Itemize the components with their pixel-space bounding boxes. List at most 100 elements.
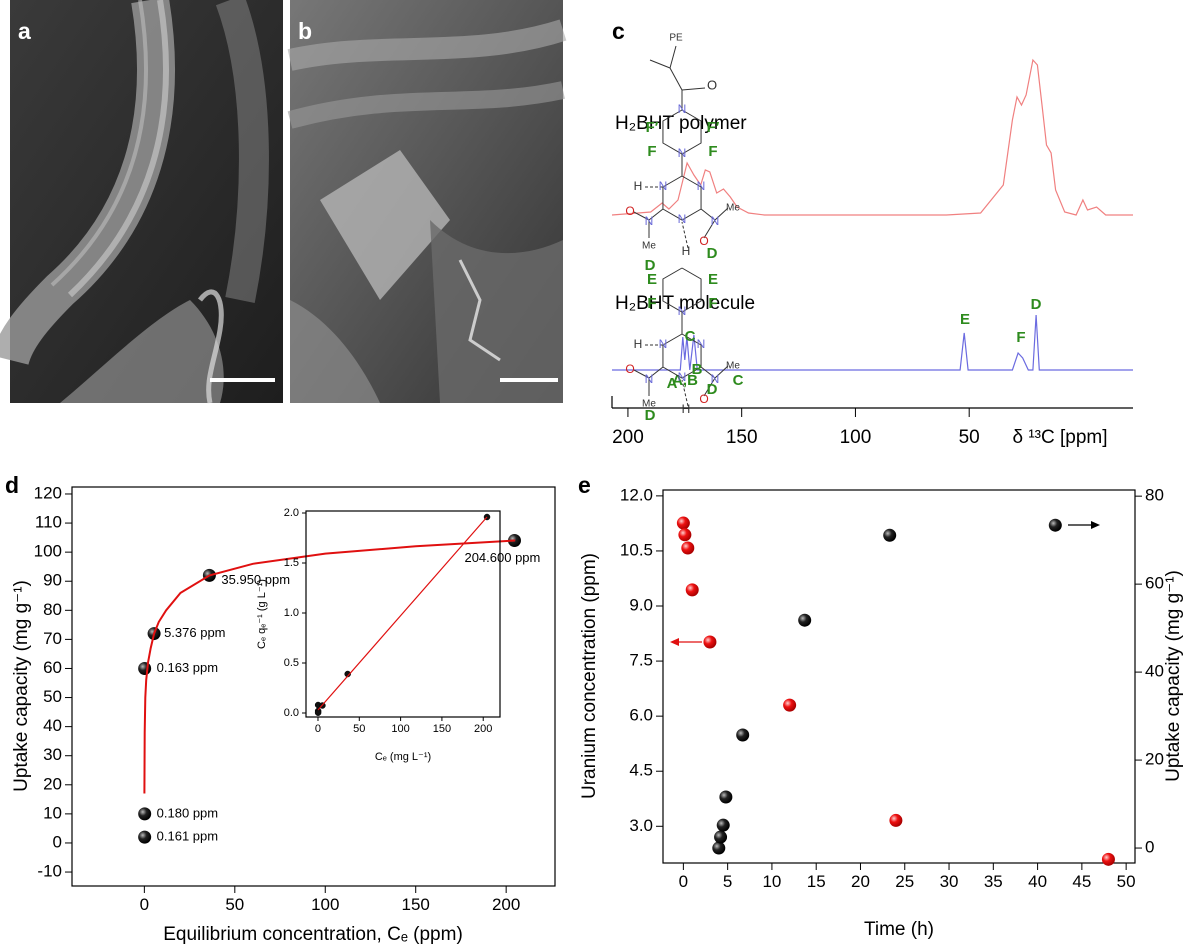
x-tick-label: 30 (940, 872, 959, 891)
data-point (883, 528, 897, 542)
data-point (889, 813, 903, 827)
structure-label: N (645, 214, 654, 228)
y-tick-label: 80 (43, 600, 62, 619)
y-tick-label: 9.0 (629, 595, 653, 614)
structure-label: H (634, 179, 643, 193)
y-tick-label: 2.0 (284, 507, 299, 519)
data-point (1048, 518, 1062, 532)
y-tick-label: 1.0 (284, 607, 299, 619)
y-tick-label: -10 (37, 862, 62, 881)
bond (703, 377, 716, 397)
structure-label: O (625, 204, 634, 218)
bond (681, 379, 689, 407)
data-point (138, 661, 152, 675)
fit-line (143, 539, 516, 794)
data-point (681, 541, 695, 555)
structure-label: Me (726, 203, 740, 214)
x-axis-label: Cₑ (mg L⁻¹) (375, 751, 431, 763)
structure-label: E (647, 271, 657, 288)
panel-label: e (578, 472, 591, 498)
point-label: 0.161 ppm (157, 829, 218, 844)
data-point (703, 635, 717, 649)
y-axis-label: Uptake capacity (mg g⁻¹) (11, 580, 32, 792)
structure-label: N (678, 370, 687, 384)
data-point (678, 528, 692, 542)
structure-label: D (645, 257, 656, 274)
sem-image-a (0, 0, 283, 404)
y-tick-label: 4.5 (629, 761, 653, 780)
bond (669, 67, 683, 91)
x-axis-label: δ ¹³C [ppm] (1012, 427, 1107, 448)
structure-label: N (697, 179, 706, 193)
y-tick-label: 70 (43, 629, 62, 648)
structure-label: N (697, 337, 706, 351)
structure-label: C (685, 328, 696, 345)
x-tick-label: 200 (612, 427, 644, 448)
y-tick-label: 0 (53, 832, 62, 851)
arrows (670, 521, 1100, 646)
plot-frame (305, 510, 501, 718)
point-label: 0.180 ppm (157, 805, 218, 820)
structure-label: A (667, 375, 678, 392)
structure-label: O (699, 392, 708, 406)
y-axis-label: Cₑ qₑ⁻¹ (g L⁻¹) (256, 579, 268, 649)
y-tick-label: 7.5 (629, 651, 653, 670)
y-tick-label: 50 (43, 687, 62, 706)
data-point (783, 698, 797, 712)
x-tick-label: 45 (1072, 872, 1091, 891)
structure-label: N (645, 372, 654, 386)
y2-tick-label: 80 (1145, 486, 1164, 505)
bond (700, 366, 716, 379)
structure-label: O (699, 234, 708, 248)
peak-label: D (1031, 296, 1042, 313)
x-tick-label: 35 (984, 872, 1003, 891)
x-tick-label: 150 (402, 895, 430, 914)
y-tick-label: 100 (34, 542, 62, 561)
data-point (736, 728, 750, 742)
y-tick-label: 3.0 (629, 816, 653, 835)
y-tick-label: 30 (43, 745, 62, 764)
sem-image-b (287, 0, 567, 403)
x-tick-label: 100 (840, 427, 872, 448)
spectrum-line (611, 58, 1133, 216)
x-tick-label: 25 (895, 872, 914, 891)
x-tick-label: 40 (1028, 872, 1047, 891)
x-axis-label: Time (h) (864, 919, 934, 940)
structure-label: Me (726, 361, 740, 372)
structure-label: N (678, 102, 687, 116)
structure-label: H (682, 244, 691, 258)
bond (700, 208, 716, 221)
structure-label: H (634, 337, 643, 351)
structure-label: D (707, 245, 718, 262)
bond (703, 219, 716, 239)
x-tick-label: 200 (474, 723, 492, 735)
bond (669, 45, 677, 69)
structure-label: N (678, 212, 687, 226)
bond (633, 211, 650, 221)
structure-label: N (678, 146, 687, 160)
structure-label: E (708, 271, 718, 288)
x-tick-label: 150 (433, 723, 451, 735)
structure-label: PE (669, 33, 683, 44)
y-tick-label: 110 (35, 513, 62, 532)
structure-label: F′ (707, 119, 720, 136)
bond (648, 366, 664, 379)
structure-label: B (692, 361, 703, 378)
y2-tick-label: 0 (1145, 838, 1154, 857)
y-tick-label: 0.0 (284, 707, 299, 719)
y-tick-label: 60 (43, 658, 62, 677)
y-tick-label: 6.0 (629, 706, 653, 725)
structure-label: D (645, 407, 656, 424)
x-tick-label: 15 (807, 872, 826, 891)
structure-label: N (659, 337, 668, 351)
series-label: H₂BHT molecule (615, 293, 755, 314)
structure-label: H (682, 402, 691, 416)
x-tick-label: 50 (959, 427, 980, 448)
y-tick-label: 12.0 (620, 485, 653, 504)
bond (648, 208, 664, 221)
bond (714, 207, 729, 221)
x-tick-label: 50 (1117, 872, 1136, 891)
structure-label: N (678, 304, 687, 318)
plot-frame (662, 489, 1136, 864)
